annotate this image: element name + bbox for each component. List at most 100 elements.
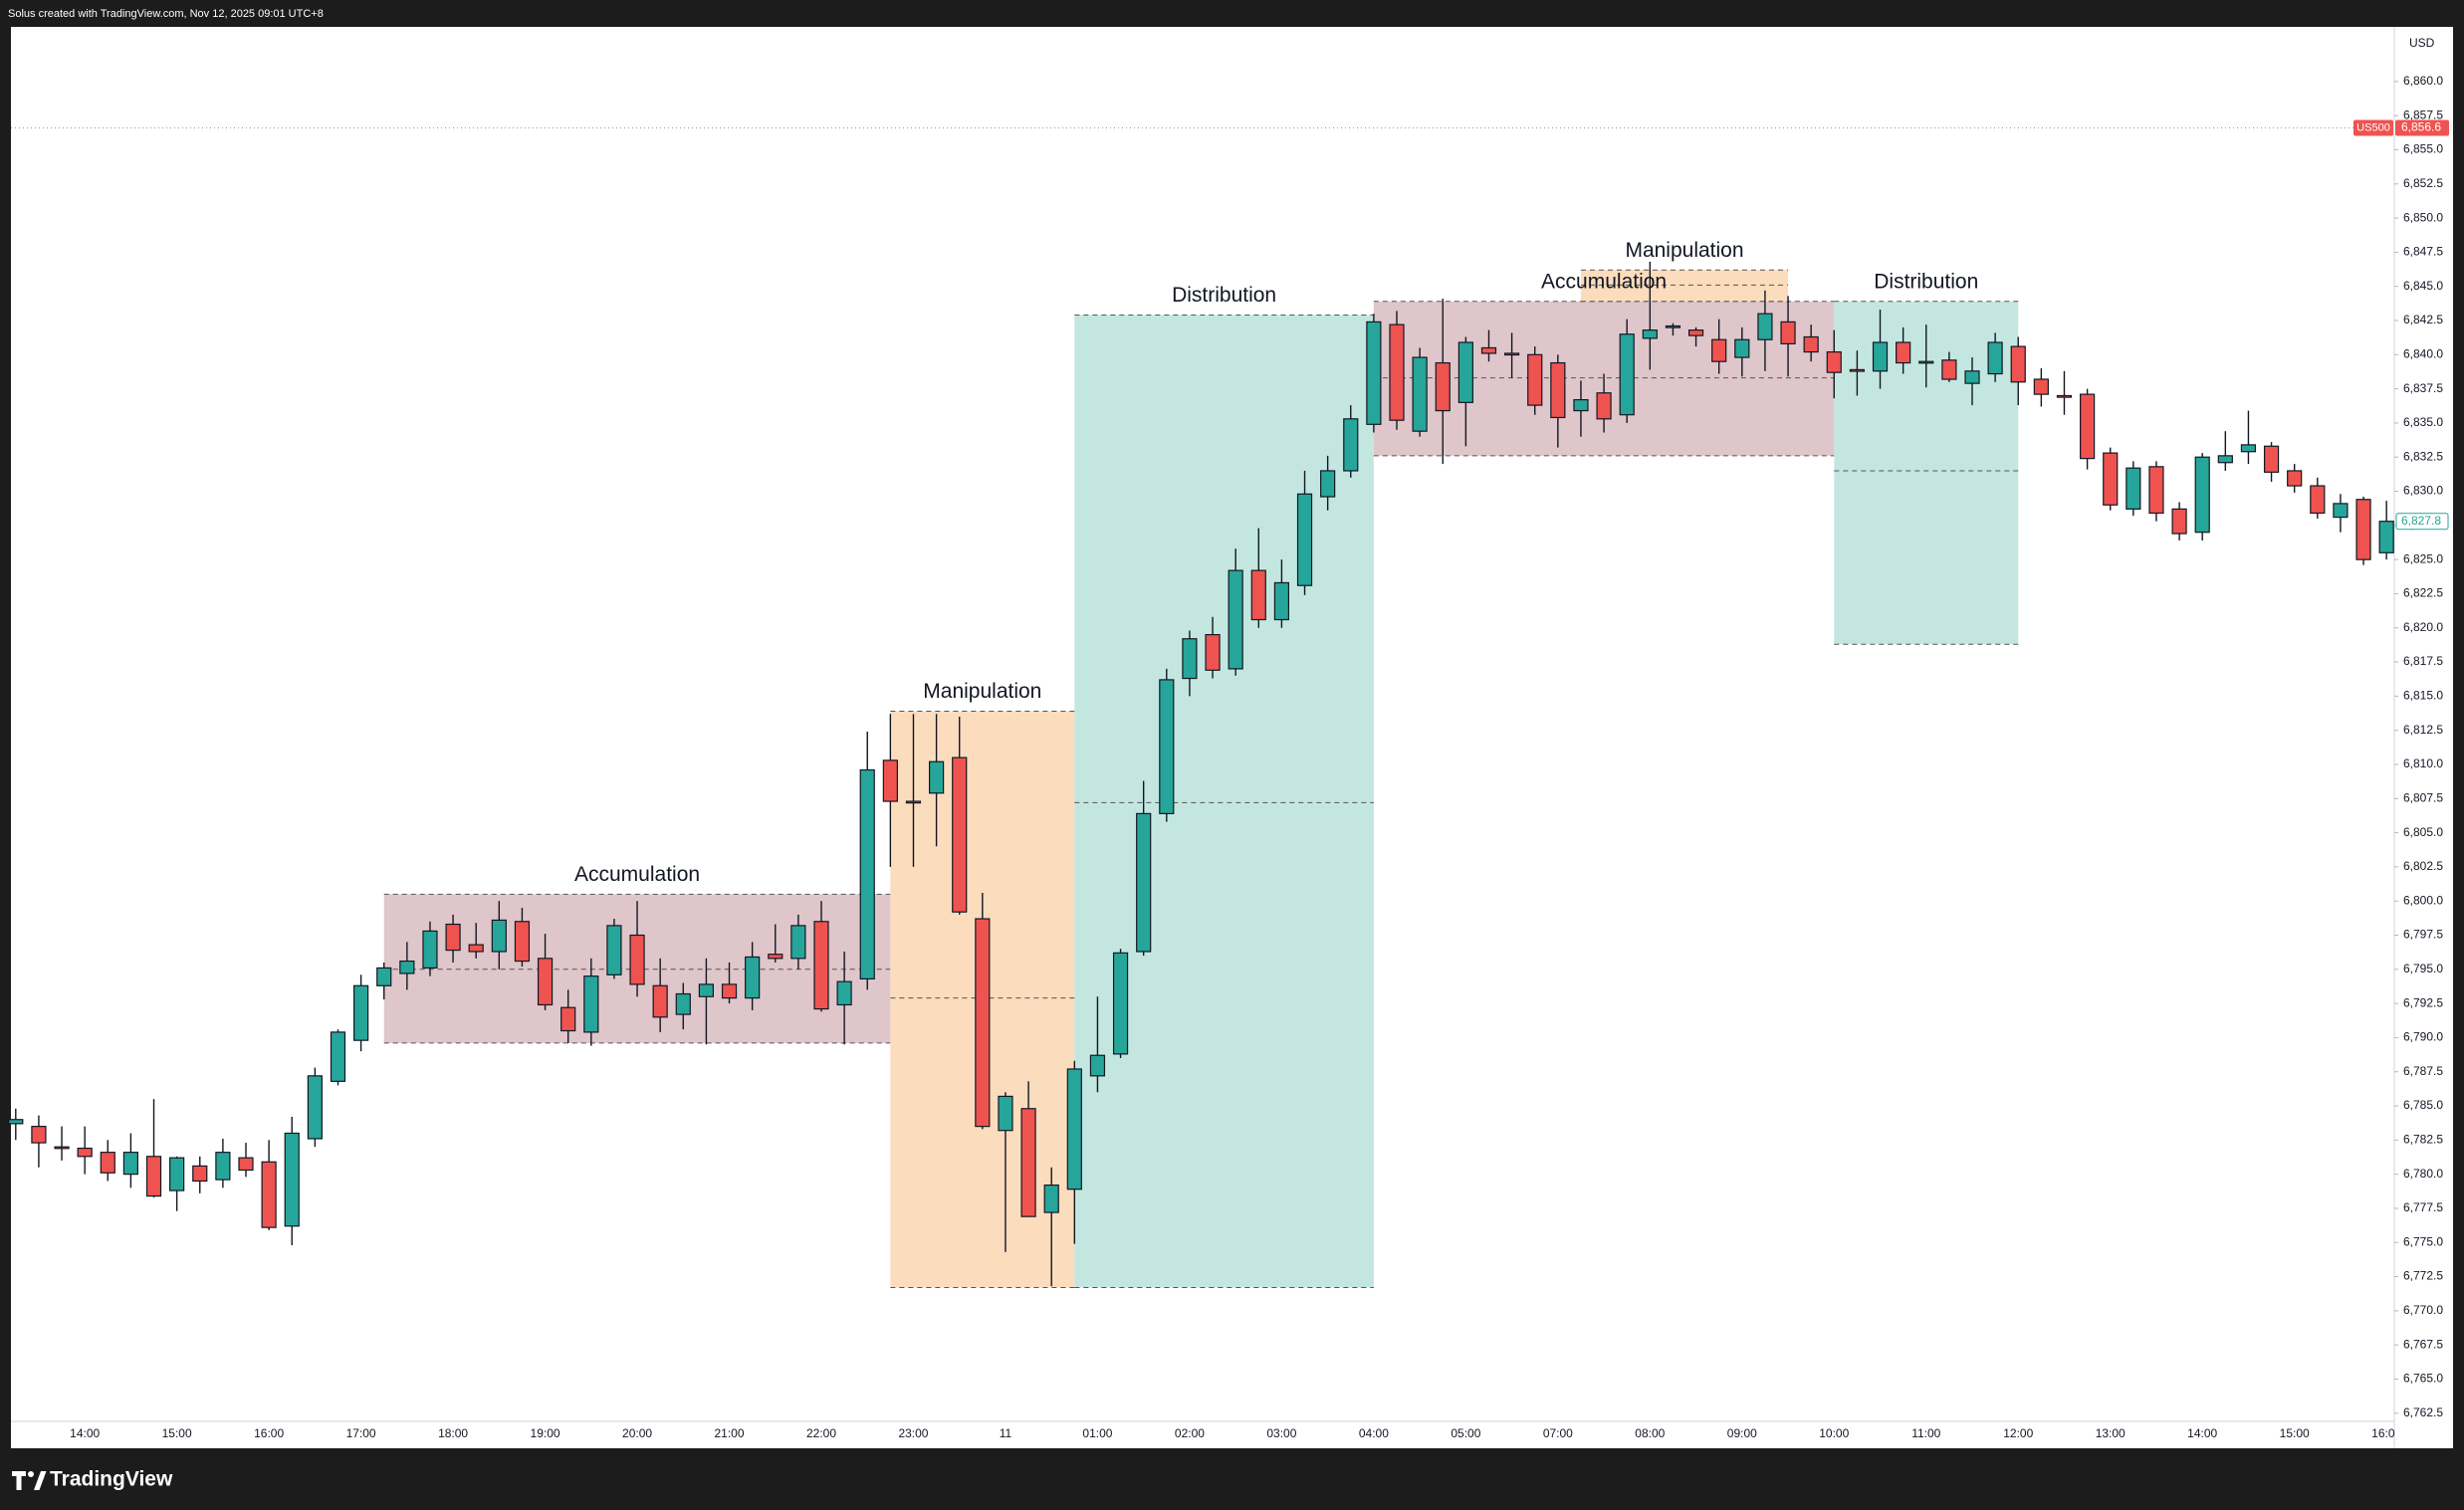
y-tick-label: 6,785.0 [2403, 1098, 2443, 1112]
candle-body [169, 1157, 185, 1191]
x-tick-label: 02:00 [1175, 1426, 1205, 1440]
x-tick-label: 17:00 [346, 1426, 376, 1440]
candle-body [698, 983, 715, 997]
candle-body [1182, 638, 1198, 680]
y-tick-label: 6,800.0 [2403, 893, 2443, 907]
symbol-price-label: 6,856.6 [2401, 120, 2441, 134]
candle-body [1527, 353, 1543, 406]
y-tick-label: 6,842.5 [2403, 313, 2443, 326]
candle-body [1480, 346, 1497, 354]
candle-body [54, 1146, 70, 1150]
candle-body [2171, 508, 2187, 535]
candle-body [215, 1152, 231, 1181]
candle-body [2126, 467, 2141, 510]
brand-logo [12, 1471, 47, 1490]
candle-body [768, 954, 784, 960]
x-tick-label: 21:00 [715, 1426, 745, 1440]
candle-body [1987, 341, 2003, 375]
x-tick-label: 19:00 [531, 1426, 560, 1440]
y-tick-label: 6,832.5 [2403, 449, 2443, 463]
x-tick-label: 15:00 [162, 1426, 192, 1440]
x-tick-label: 16:00 [254, 1426, 284, 1440]
symbol-tag [2353, 119, 2393, 136]
candle-body [790, 925, 806, 960]
x-tick-label: 09:00 [1727, 1426, 1757, 1440]
candle-body [1826, 350, 1842, 373]
candle-body [77, 1147, 93, 1158]
y-tick-label: 6,770.0 [2403, 1303, 2443, 1317]
candle-body [928, 760, 945, 794]
x-tick-label: 11 [1000, 1426, 1012, 1440]
y-tick-label: 6,782.5 [2403, 1133, 2443, 1147]
candle-body [1020, 1108, 1036, 1217]
candle-body [606, 925, 622, 975]
zone-label: Manipulation [923, 680, 1041, 703]
y-tick-label: 6,795.0 [2403, 962, 2443, 975]
candle-body [468, 944, 484, 953]
candle-body [2010, 345, 2026, 383]
candle-body [1503, 352, 1520, 356]
candle-body [1757, 313, 1773, 340]
candle-body [1619, 333, 1635, 416]
y-tick-label: 6,847.5 [2403, 245, 2443, 259]
candle-body [1550, 361, 1566, 419]
candle-body [491, 919, 507, 953]
time-axis: 14:00 15:00 16:00 17:00 18:00 19:00 20:00 21:00… [70, 1426, 2401, 1440]
candle-body [422, 930, 438, 970]
y-tick-label: 6,825.0 [2403, 551, 2443, 565]
candle-body [1596, 392, 1612, 420]
y-tick-label: 6,762.5 [2403, 1405, 2443, 1419]
candle-body [1159, 679, 1175, 814]
candle-body [1896, 341, 1911, 364]
candle-body [652, 984, 668, 1018]
y-tick-label: 6,777.5 [2403, 1200, 2443, 1214]
candle-body [1043, 1185, 1059, 1213]
candle-body [122, 1152, 139, 1176]
candle-body [2333, 503, 2349, 519]
candle-body [905, 800, 922, 804]
y-tick-label: 6,820.0 [2403, 620, 2443, 634]
candle-body [2310, 485, 2326, 515]
x-tick-label: 04:00 [1359, 1426, 1389, 1440]
candle-body [1849, 368, 1866, 372]
candle-body [1435, 361, 1451, 412]
candle-body [145, 1156, 162, 1197]
candle-body [1273, 581, 1290, 621]
candle-body [8, 1119, 24, 1125]
x-tick-label: 03:00 [1266, 1426, 1296, 1440]
candle-body [1112, 952, 1129, 1055]
candle-body [859, 768, 875, 980]
candle-body [100, 1152, 115, 1174]
candle-body [2033, 378, 2049, 395]
y-tick-label: 6,792.5 [2403, 995, 2443, 1009]
price-axis: 6,762.5 6,765.0 6,767.5 6,770.0 6,772.5 6,775… [2394, 74, 2443, 1419]
candle-body [629, 934, 645, 985]
candle-body [1711, 338, 1727, 362]
y-tick-label: 6,787.5 [2403, 1064, 2443, 1078]
candles [8, 262, 2394, 1287]
x-tick-label: 20:00 [622, 1426, 652, 1440]
candle-body [2103, 452, 2119, 506]
candle-body [1803, 335, 1819, 353]
x-tick-label: 14:00 [70, 1426, 100, 1440]
x-tick-label: 12:00 [2003, 1426, 2033, 1440]
candle-body [2378, 521, 2394, 553]
y-tick-label: 6,772.5 [2403, 1269, 2443, 1283]
y-tick-label: 6,822.5 [2403, 586, 2443, 600]
y-tick-label: 6,797.5 [2403, 928, 2443, 942]
x-tick-label: 07:00 [1543, 1426, 1573, 1440]
candle-body [2217, 455, 2233, 464]
x-tick-label: 13:00 [2096, 1426, 2126, 1440]
x-tick-label: 16:00 [2371, 1426, 2401, 1440]
last-price-box [2395, 513, 2449, 531]
zone-label: Accumulation [574, 863, 700, 886]
candle-body [1343, 418, 1359, 472]
candle-body [1665, 324, 1681, 328]
candle-body [2355, 499, 2371, 560]
candle-body [675, 992, 691, 1015]
candle-body [1918, 360, 1934, 364]
y-tick-label: 6,837.5 [2403, 381, 2443, 395]
y-tick-label: 6,835.0 [2403, 415, 2443, 429]
candle-body [192, 1165, 208, 1183]
